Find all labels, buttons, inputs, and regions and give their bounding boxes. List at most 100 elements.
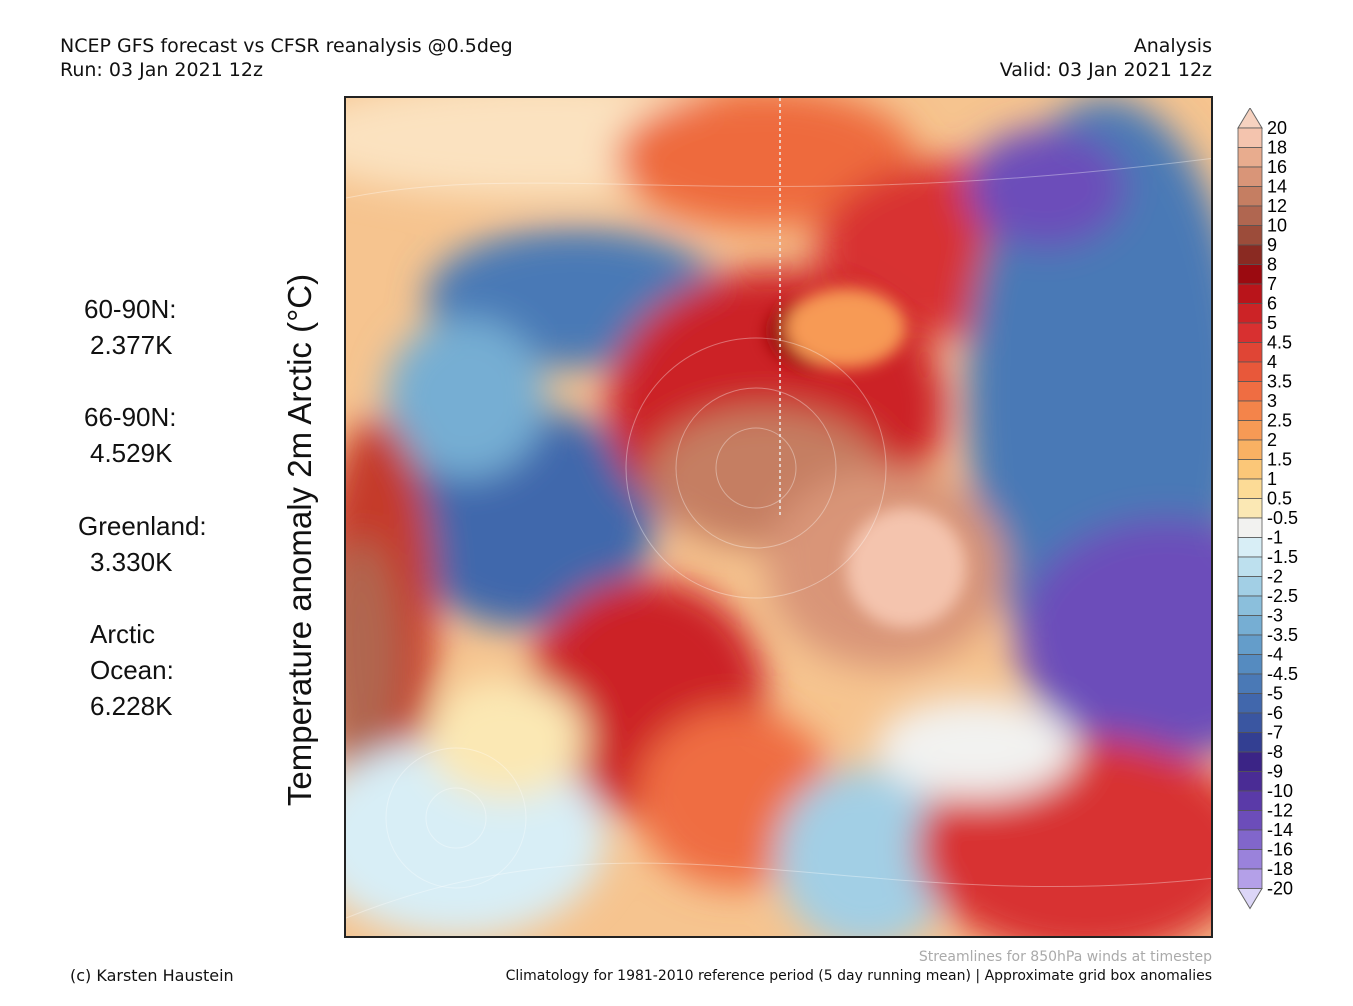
colorbar-tick-label: 14 (1267, 177, 1287, 197)
colorbar-tick-label: 4.5 (1267, 333, 1292, 353)
colorbar-bin (1237, 576, 1263, 597)
run-time: Run: 03 Jan 2021 12z (60, 59, 263, 81)
colorbar-bin (1237, 712, 1263, 733)
colorbar-tick-label: 5 (1267, 313, 1277, 333)
colorbar-tick-label: -1.5 (1267, 547, 1298, 567)
valid-time: Valid: 03 Jan 2021 12z (999, 59, 1212, 81)
colorbar-tick-label: 7 (1267, 274, 1277, 294)
colorbar-bin (1237, 439, 1263, 460)
colorbar-bin (1237, 771, 1263, 792)
colorbar-bin (1237, 810, 1263, 831)
colorbar-bin (1237, 244, 1263, 265)
colorbar-bin (1237, 322, 1263, 343)
colorbar-tick-label: -12 (1267, 801, 1293, 821)
colorbar-bin (1237, 478, 1263, 499)
colorbar-bin (1237, 127, 1263, 148)
climatology-note: Climatology for 1981-2010 reference peri… (505, 968, 1212, 984)
colorbar-tick-label: 20 (1267, 118, 1287, 138)
colorbar-tick-label: 6 (1267, 294, 1277, 314)
colorbar-tick-label: -16 (1267, 840, 1293, 860)
colorbar-bin (1237, 400, 1263, 421)
colorbar-bottom-arrow (1237, 888, 1263, 910)
colorbar-tick-label: 10 (1267, 216, 1287, 236)
colorbar-bin (1237, 732, 1263, 753)
colorbar-bin (1237, 751, 1263, 772)
colorbar-bin (1237, 498, 1263, 519)
colorbar-tick-label: -3.5 (1267, 625, 1298, 645)
colorbar-tick-label: -9 (1267, 762, 1283, 782)
colorbar-tick-label: -20 (1267, 879, 1293, 899)
colorbar-bin (1237, 283, 1263, 304)
colorbar-bin (1237, 849, 1263, 870)
colorbar-legend: 20 18 16 14 12 10 9 8 7 6 5 4.5 4 3.5 3 2.5 2 1.5 1 0.5 -0.5… (1236, 107, 1316, 938)
colorbar-bin (1237, 420, 1263, 441)
colorbar-tick-label: 16 (1267, 157, 1287, 177)
colorbar-bin (1237, 693, 1263, 714)
stat-arctic-value: 6.228K (90, 691, 173, 721)
colorbar-tick-label: 1 (1267, 469, 1277, 489)
colorbar-tick-label: -18 (1267, 859, 1293, 879)
colorbar-bin (1237, 361, 1263, 382)
colorbar-bin (1237, 205, 1263, 226)
colorbar-bin (1237, 342, 1263, 363)
stat-greenland-value: 3.330K (90, 547, 173, 577)
colorbar-bin (1237, 673, 1263, 694)
stat-66-90n-label: 66-90N: (84, 402, 177, 432)
stat-60-90n-value: 2.377K (90, 330, 173, 360)
streamlines-note: Streamlines for 850hPa winds at timestep (918, 949, 1212, 965)
colorbar-bin (1237, 537, 1263, 558)
colorbar-bin (1237, 595, 1263, 616)
colorbar-tick-label: 12 (1267, 196, 1287, 216)
colorbar-tick-label: -14 (1267, 820, 1293, 840)
stat-arctic-label-1: Arctic (90, 619, 155, 649)
colorbar-bin (1237, 790, 1263, 811)
colorbar-tick-label: 2.5 (1267, 411, 1292, 431)
colorbar-bin (1237, 615, 1263, 636)
colorbar-bin (1237, 829, 1263, 850)
colorbar-tick-label: -5 (1267, 684, 1283, 704)
colorbar-tick-label: -6 (1267, 703, 1283, 723)
colorbar-bin (1237, 264, 1263, 285)
colorbar-bin (1237, 303, 1263, 324)
colorbar-tick-label: 3.5 (1267, 372, 1292, 392)
y-axis-label: Temperature anomaly 2m Arctic (°C) (281, 273, 318, 807)
stat-greenland-label: Greenland: (78, 511, 207, 541)
anomaly-map (344, 96, 1213, 938)
colorbar-bin (1237, 459, 1263, 480)
chart-title: NCEP GFS forecast vs CFSR reanalysis @0.… (60, 35, 513, 57)
stat-66-90n-value: 4.529K (90, 438, 173, 468)
colorbar-bin (1237, 147, 1263, 168)
colorbar-tick-label: -3 (1267, 606, 1283, 626)
colorbar-tick-label: 3 (1267, 391, 1277, 411)
colorbar-tick-label: -10 (1267, 781, 1293, 801)
colorbar-tick-label: -2.5 (1267, 586, 1298, 606)
colorbar-tick-label: 18 (1267, 138, 1287, 158)
colorbar-top-arrow (1237, 107, 1263, 129)
colorbar-bin (1237, 556, 1263, 577)
colorbar-bin (1237, 186, 1263, 207)
colorbar-bin (1237, 381, 1263, 402)
map-field (346, 98, 1211, 936)
colorbar-tick-label: -2 (1267, 567, 1283, 587)
colorbar-tick-label: 9 (1267, 235, 1277, 255)
colorbar-tick-label: 2 (1267, 430, 1277, 450)
colorbar-svg: 201816141210987654.543.532.521.510.5-0.5… (1237, 107, 1298, 910)
mode-label: Analysis (1133, 35, 1212, 57)
colorbar-tick-label: -7 (1267, 723, 1283, 743)
colorbar-bin (1237, 868, 1263, 889)
stat-60-90n-label: 60-90N: (84, 294, 177, 324)
colorbar-bin (1237, 517, 1263, 538)
colorbar-bin (1237, 654, 1263, 675)
colorbar-tick-label: 8 (1267, 255, 1277, 275)
colorbar-tick-label: -1 (1267, 528, 1283, 548)
colorbar-tick-label: -0.5 (1267, 508, 1298, 528)
colorbar-bin (1237, 225, 1263, 246)
colorbar-tick-label: -4 (1267, 645, 1283, 665)
stat-arctic-label-2: Ocean: (90, 655, 174, 685)
colorbar-bin (1237, 634, 1263, 655)
credit: (c) Karsten Haustein (70, 966, 234, 985)
colorbar-tick-label: 1.5 (1267, 450, 1292, 470)
colorbar-tick-label: -8 (1267, 742, 1283, 762)
colorbar-bin (1237, 166, 1263, 187)
colorbar-tick-label: 0.5 (1267, 489, 1292, 509)
